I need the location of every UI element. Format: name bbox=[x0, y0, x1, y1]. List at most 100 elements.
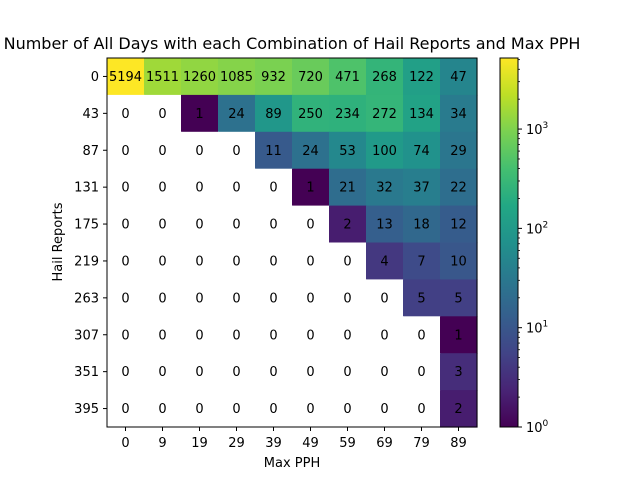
heatmap-cell bbox=[144, 242, 182, 280]
x-tick-label: 59 bbox=[339, 436, 356, 451]
cell-value-label: 0 bbox=[306, 328, 314, 343]
cell-value-label: 21 bbox=[339, 181, 356, 196]
heatmap-cell bbox=[218, 316, 256, 354]
heatmap-cell bbox=[144, 58, 182, 96]
cell-value-label: 0 bbox=[121, 328, 129, 343]
cell-value-label: 2 bbox=[343, 218, 351, 233]
heatmap-cell bbox=[403, 168, 441, 207]
y-tick-label: 131 bbox=[74, 181, 99, 196]
cell-value-label: 234 bbox=[335, 107, 360, 122]
cell-value-label: 74 bbox=[413, 144, 430, 159]
cell-value-label: 0 bbox=[121, 144, 129, 159]
heatmap-cell-labels: 5194 1511 1260 1085 932 720 471 268 122 470 0 1 24 89… bbox=[109, 70, 467, 417]
cell-value-label: 0 bbox=[195, 181, 203, 196]
cell-value-label: 32 bbox=[376, 181, 393, 196]
plot-frame bbox=[106, 57, 478, 428]
heatmap-cell bbox=[329, 168, 367, 207]
cell-value-label: 5 bbox=[417, 291, 425, 306]
y-tick-label: 219 bbox=[74, 254, 99, 269]
heatmap-cell bbox=[181, 168, 219, 207]
cell-value-label: 12 bbox=[450, 218, 467, 233]
heatmap-cell bbox=[255, 353, 293, 391]
heatmap-cell bbox=[329, 316, 367, 354]
heatmap-cell bbox=[366, 58, 404, 96]
cell-value-label: 5 bbox=[454, 291, 462, 306]
heatmap-cell bbox=[144, 205, 182, 244]
cell-value-label: 0 bbox=[380, 365, 388, 380]
heatmap-cell bbox=[144, 94, 182, 133]
cell-value-label: 0 bbox=[195, 254, 203, 269]
heatmap-cell bbox=[218, 279, 256, 317]
y-tick-label: 87 bbox=[82, 144, 99, 159]
heatmap-cell bbox=[181, 242, 219, 280]
heatmap-cell bbox=[181, 353, 219, 391]
cell-value-label: 29 bbox=[450, 144, 467, 159]
heatmap-cell bbox=[329, 390, 367, 428]
cell-value-label: 0 bbox=[343, 254, 351, 269]
y-tick-label: 0 bbox=[91, 70, 99, 85]
heatmap-cell bbox=[440, 168, 478, 207]
cell-value-label: 18 bbox=[413, 218, 430, 233]
cell-value-label: 0 bbox=[417, 365, 425, 380]
cell-value-label: 0 bbox=[158, 291, 166, 306]
heatmap-cell bbox=[181, 205, 219, 244]
cell-value-label: 0 bbox=[158, 181, 166, 196]
cell-value-label: 0 bbox=[306, 218, 314, 233]
heatmap-cell bbox=[181, 58, 219, 96]
cell-value-label: 0 bbox=[195, 218, 203, 233]
cell-value-label: 1 bbox=[195, 107, 203, 122]
cell-value-label: 0 bbox=[306, 402, 314, 417]
x-tick-label: 19 bbox=[191, 436, 208, 451]
cell-value-label: 122 bbox=[409, 70, 434, 85]
heatmap-cell bbox=[181, 279, 219, 317]
heatmap-cell bbox=[440, 279, 478, 317]
cell-value-label: 24 bbox=[228, 107, 245, 122]
cell-value-label: 5194 bbox=[109, 70, 142, 85]
cell-value-label: 134 bbox=[409, 107, 434, 122]
heatmap-cell bbox=[366, 390, 404, 428]
cell-value-label: 0 bbox=[158, 254, 166, 269]
x-tick-label: 79 bbox=[413, 436, 430, 451]
cell-value-label: 250 bbox=[298, 107, 323, 122]
heatmap-cell bbox=[366, 168, 404, 207]
colorbar-frame bbox=[499, 57, 519, 428]
heatmap-cell bbox=[403, 58, 441, 96]
heatmap-cell bbox=[292, 390, 330, 428]
cell-value-label: 0 bbox=[195, 365, 203, 380]
heatmap-cell bbox=[181, 390, 219, 428]
cell-value-label: 2 bbox=[454, 402, 462, 417]
heatmap-cell bbox=[403, 131, 441, 170]
cell-value-label: 22 bbox=[450, 181, 467, 196]
heatmap-cell bbox=[366, 94, 404, 133]
cell-value-label: 0 bbox=[269, 291, 277, 306]
heatmap-cell bbox=[292, 316, 330, 354]
cell-value-label: 0 bbox=[158, 328, 166, 343]
cell-value-label: 0 bbox=[306, 254, 314, 269]
heatmap-cell bbox=[218, 353, 256, 391]
heatmap-cell bbox=[144, 131, 182, 170]
heatmap-cell bbox=[255, 279, 293, 317]
heatmap-cell bbox=[366, 316, 404, 354]
heatmap-cell bbox=[440, 353, 478, 391]
heatmap-cell bbox=[366, 242, 404, 280]
x-tick-label: 69 bbox=[376, 436, 393, 451]
cell-value-label: 0 bbox=[121, 402, 129, 417]
cell-value-label: 0 bbox=[306, 365, 314, 380]
heatmap-cell bbox=[329, 242, 367, 280]
heatmap-cell bbox=[366, 205, 404, 244]
heatmap-cell bbox=[218, 131, 256, 170]
cell-value-label: 89 bbox=[265, 107, 282, 122]
colorbar-tick-label: 101 bbox=[526, 320, 548, 337]
cell-value-label: 0 bbox=[306, 291, 314, 306]
heatmap-cell bbox=[366, 279, 404, 317]
cell-value-label: 0 bbox=[232, 218, 240, 233]
cell-value-label: 11 bbox=[265, 144, 282, 159]
heatmap-cell bbox=[144, 316, 182, 354]
cell-value-label: 0 bbox=[269, 254, 277, 269]
heatmap-cell bbox=[292, 279, 330, 317]
x-axis-ticks: 0 9 19 29 39 49 59 69 79 89 bbox=[121, 427, 467, 451]
heatmap-cell bbox=[107, 390, 145, 428]
cell-value-label: 0 bbox=[158, 365, 166, 380]
heatmap-cell bbox=[440, 58, 478, 96]
cell-value-label: 0 bbox=[269, 328, 277, 343]
